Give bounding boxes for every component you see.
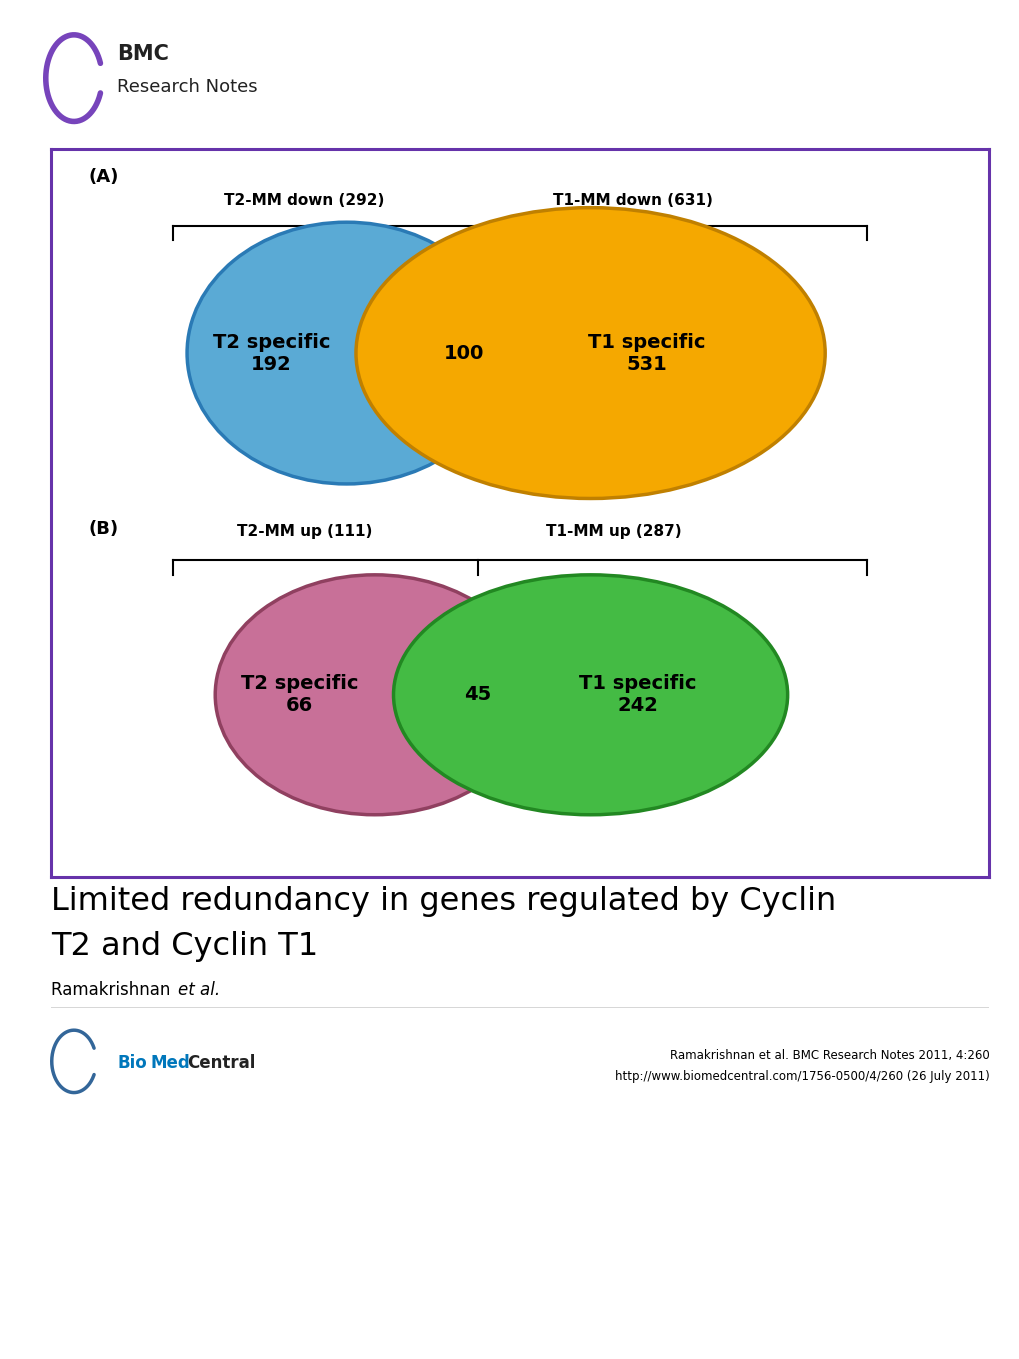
Text: Ramakrishnan et al. BMC Research Notes 2011, 4:260: Ramakrishnan et al. BMC Research Notes 2… — [669, 1049, 988, 1063]
Ellipse shape — [393, 575, 787, 815]
Text: 45: 45 — [464, 685, 491, 704]
Text: T1-MM up (287): T1-MM up (287) — [546, 523, 681, 538]
Text: (A): (A) — [89, 167, 119, 186]
Text: Ramakrishnan: Ramakrishnan — [51, 981, 175, 999]
Text: Limited redundancy in genes regulated by Cyclin: Limited redundancy in genes regulated by… — [51, 886, 836, 917]
Text: http://www.biomedcentral.com/1756-0500/4/260 (26 July 2011): http://www.biomedcentral.com/1756-0500/4… — [614, 1070, 988, 1083]
Ellipse shape — [186, 222, 505, 484]
Text: T1-MM down (631): T1-MM down (631) — [552, 193, 712, 208]
Text: Research Notes: Research Notes — [117, 77, 258, 96]
Text: T2-MM up (111): T2-MM up (111) — [236, 523, 372, 538]
Text: T1 specific
531: T1 specific 531 — [588, 333, 705, 374]
Text: Central: Central — [186, 1053, 255, 1072]
Text: T2 specific
66: T2 specific 66 — [240, 674, 358, 715]
Text: et al.: et al. — [178, 981, 220, 999]
Text: Bio: Bio — [117, 1053, 147, 1072]
Text: 100: 100 — [443, 344, 484, 363]
Ellipse shape — [356, 208, 824, 499]
Text: (B): (B) — [89, 520, 118, 538]
Text: T2 specific
192: T2 specific 192 — [213, 333, 330, 374]
Text: BMC: BMC — [117, 45, 169, 64]
Text: T1 specific
242: T1 specific 242 — [578, 674, 696, 715]
Text: Med: Med — [151, 1053, 191, 1072]
Text: T2-MM down (292): T2-MM down (292) — [224, 193, 384, 208]
Text: T2 and Cyclin T1: T2 and Cyclin T1 — [51, 931, 318, 962]
Ellipse shape — [215, 575, 534, 815]
